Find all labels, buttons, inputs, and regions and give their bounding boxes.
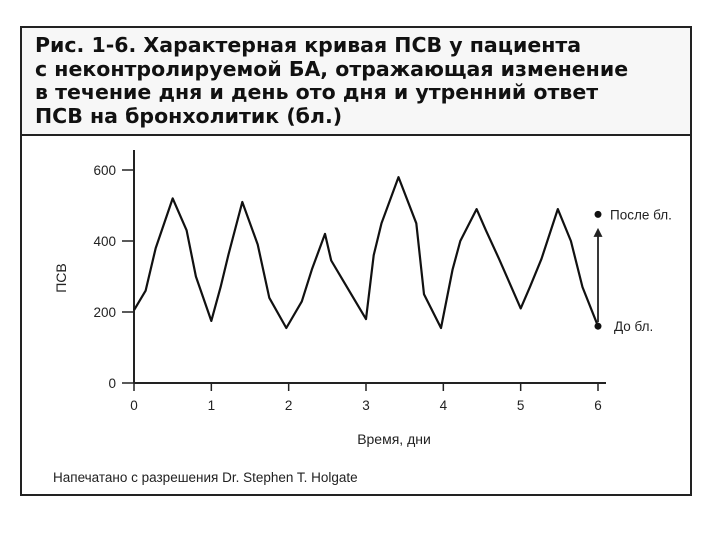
x-axis-label: Время, дни: [357, 431, 431, 447]
before-bronchodilator-label: До бл.: [614, 319, 653, 334]
chart-axes: [133, 150, 606, 384]
y-tick-label: 600: [93, 163, 116, 178]
x-tick-label: 5: [517, 398, 525, 413]
y-tick-label: 200: [93, 305, 116, 320]
chart-annotations: После бл. До бл.: [593, 207, 672, 334]
y-axis-label: ПСВ: [53, 263, 69, 293]
x-tick-label: 0: [130, 398, 138, 413]
x-tick-label: 3: [362, 398, 370, 413]
x-tick-label: 6: [594, 398, 602, 413]
after-bronchodilator-point: [594, 210, 602, 218]
title-box: Рис. 1-6. Характерная кривая ПСВ у пацие…: [22, 28, 690, 136]
before-bronchodilator-point: [594, 322, 602, 330]
figure-frame: Рис. 1-6. Характерная кривая ПСВ у пацие…: [20, 26, 692, 496]
chart-ticks: 0 200 400 600 0 1 2 3 4 5 6: [93, 163, 601, 413]
series-line: [133, 176, 600, 330]
chart-lines: [133, 176, 600, 330]
y-tick-label: 0: [108, 376, 116, 391]
x-tick-label: 4: [440, 398, 448, 413]
y-tick-label: 400: [93, 234, 116, 249]
x-tick-label: 2: [285, 398, 293, 413]
after-bronchodilator-label: После бл.: [610, 207, 672, 222]
figure-credit: Напечатано с разрешения Dr. Stephen T. H…: [53, 470, 358, 485]
figure-title: Рис. 1-6. Характерная кривая ПСВ у пацие…: [35, 33, 629, 128]
x-tick-label: 1: [208, 398, 216, 413]
